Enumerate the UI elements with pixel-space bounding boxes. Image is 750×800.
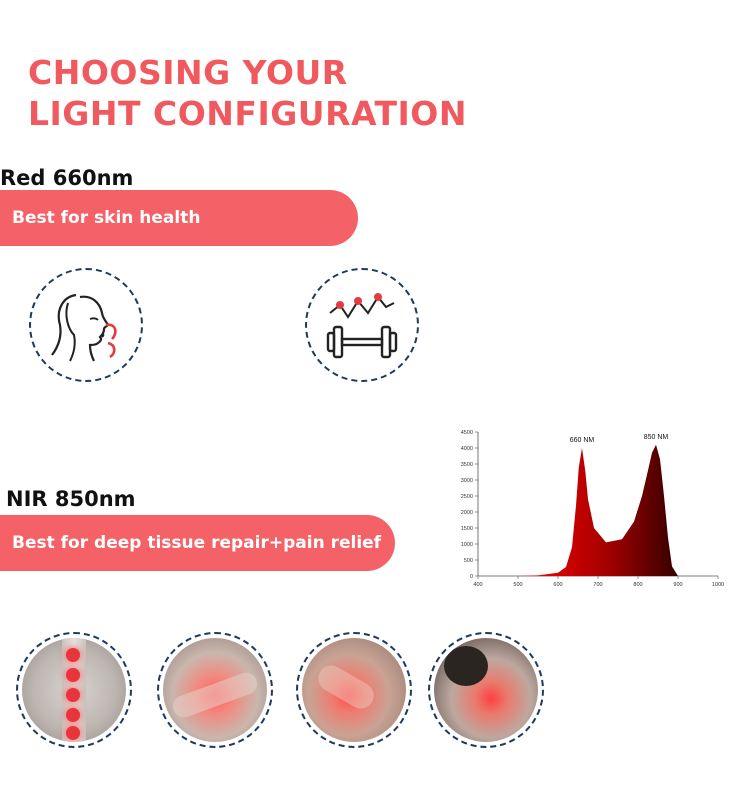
y-tick-label: 2500 bbox=[461, 494, 473, 500]
spine-photo-circle bbox=[16, 632, 132, 748]
y-tick-label: 4500 bbox=[461, 430, 473, 436]
peak-annotation-1: 850 NM bbox=[644, 434, 669, 441]
nir-section-label: NIR 850nm bbox=[6, 487, 136, 511]
y-tick-label: 500 bbox=[464, 558, 473, 564]
face-skin-icon bbox=[51, 293, 117, 362]
y-tick-label: 1000 bbox=[461, 542, 473, 548]
y-tick-label: 3000 bbox=[461, 478, 473, 484]
dumbbell-icon-circle bbox=[305, 268, 419, 382]
neck-photo bbox=[434, 638, 538, 742]
red-benefit-banner: Best for skin health bbox=[0, 190, 358, 246]
knee-photo-circle bbox=[157, 632, 273, 748]
neck-photo-circle bbox=[428, 632, 544, 748]
x-tick-label: 500 bbox=[513, 582, 522, 588]
nir-benefit-banner: Best for deep tissue repair+pain relief bbox=[0, 515, 395, 571]
peak-annotation-0: 660 NM bbox=[570, 437, 595, 444]
x-tick-label: 700 bbox=[593, 582, 602, 588]
y-tick-label: 1500 bbox=[461, 526, 473, 532]
spectrum-series-0 bbox=[478, 444, 718, 576]
spine-photo bbox=[22, 638, 126, 742]
x-tick-label: 800 bbox=[633, 582, 642, 588]
title-line-2: LIGHT CONFIGURATION bbox=[28, 94, 467, 133]
knee-photo bbox=[163, 638, 267, 742]
y-tick-label: 3500 bbox=[461, 462, 473, 468]
y-tick-label: 0 bbox=[470, 574, 473, 580]
spectrum-chart: 0 500 1000 1500 2000 2500 3000 3500 4000 4500 400 5… bbox=[448, 424, 730, 592]
red-section-label: Red 660nm bbox=[0, 166, 134, 190]
dumbbell-heartrate-icon bbox=[326, 293, 398, 359]
shoulder-photo-circle bbox=[296, 632, 412, 748]
y-tick-label: 4000 bbox=[461, 446, 473, 452]
y-tick-label: 2000 bbox=[461, 510, 473, 516]
x-tick-label: 900 bbox=[673, 582, 682, 588]
x-tick-label: 400 bbox=[473, 582, 482, 588]
spectrum-chart-svg: 0 500 1000 1500 2000 2500 3000 3500 4000 4500 400 5… bbox=[461, 430, 724, 588]
page-title: CHOOSING YOUR LIGHT CONFIGURATION bbox=[28, 52, 467, 134]
x-tick-label: 1000 bbox=[712, 582, 724, 588]
title-line-1: CHOOSING YOUR bbox=[28, 53, 348, 92]
x-tick-label: 600 bbox=[553, 582, 562, 588]
shoulder-photo bbox=[302, 638, 406, 742]
face-skin-icon-circle bbox=[29, 268, 143, 382]
